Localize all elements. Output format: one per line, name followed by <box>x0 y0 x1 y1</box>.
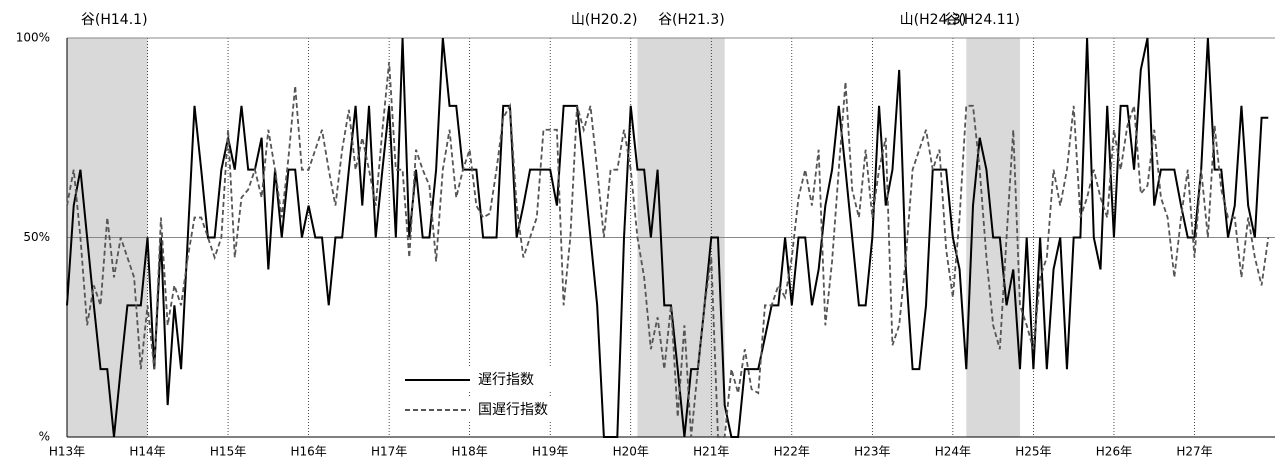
x-tick-label: H27年 <box>1176 445 1212 459</box>
x-tick-label: H14年 <box>129 445 165 459</box>
x-tick-label: H16年 <box>290 445 326 459</box>
legend-label: 遅行指数 <box>478 372 534 388</box>
annotation: 谷(H21.3) <box>658 12 725 28</box>
x-tick-label: H18年 <box>452 445 488 459</box>
x-tick-label: H17年 <box>371 445 407 459</box>
series-line <box>66 61 1270 438</box>
y-tick-label: 100% <box>16 31 50 45</box>
x-tick-label: H26年 <box>1096 445 1132 459</box>
y-tick-label: % <box>39 430 50 444</box>
x-tick-label: H19年 <box>532 445 568 459</box>
x-tick-label: H20年 <box>613 445 649 459</box>
annotation: 山(H20.2) <box>571 12 638 28</box>
x-tick-label: H15年 <box>210 445 246 459</box>
series-line <box>66 37 1269 438</box>
y-tick-label: 50% <box>23 230 50 244</box>
x-tick-label: H13年 <box>49 445 85 459</box>
x-tick-label: H22年 <box>774 445 810 459</box>
x-tick-label: H21年 <box>693 445 729 459</box>
annotation: 山(H24.3) <box>900 12 967 28</box>
x-tick-label: H23年 <box>854 445 890 459</box>
x-tick-label: H24年 <box>935 445 971 459</box>
legend-label: 国遅行指数 <box>478 402 548 418</box>
x-tick-label: H25年 <box>1015 445 1051 459</box>
annotation: 谷(H24.11) <box>944 12 1020 28</box>
annotation: 谷(H14.1) <box>81 12 148 28</box>
